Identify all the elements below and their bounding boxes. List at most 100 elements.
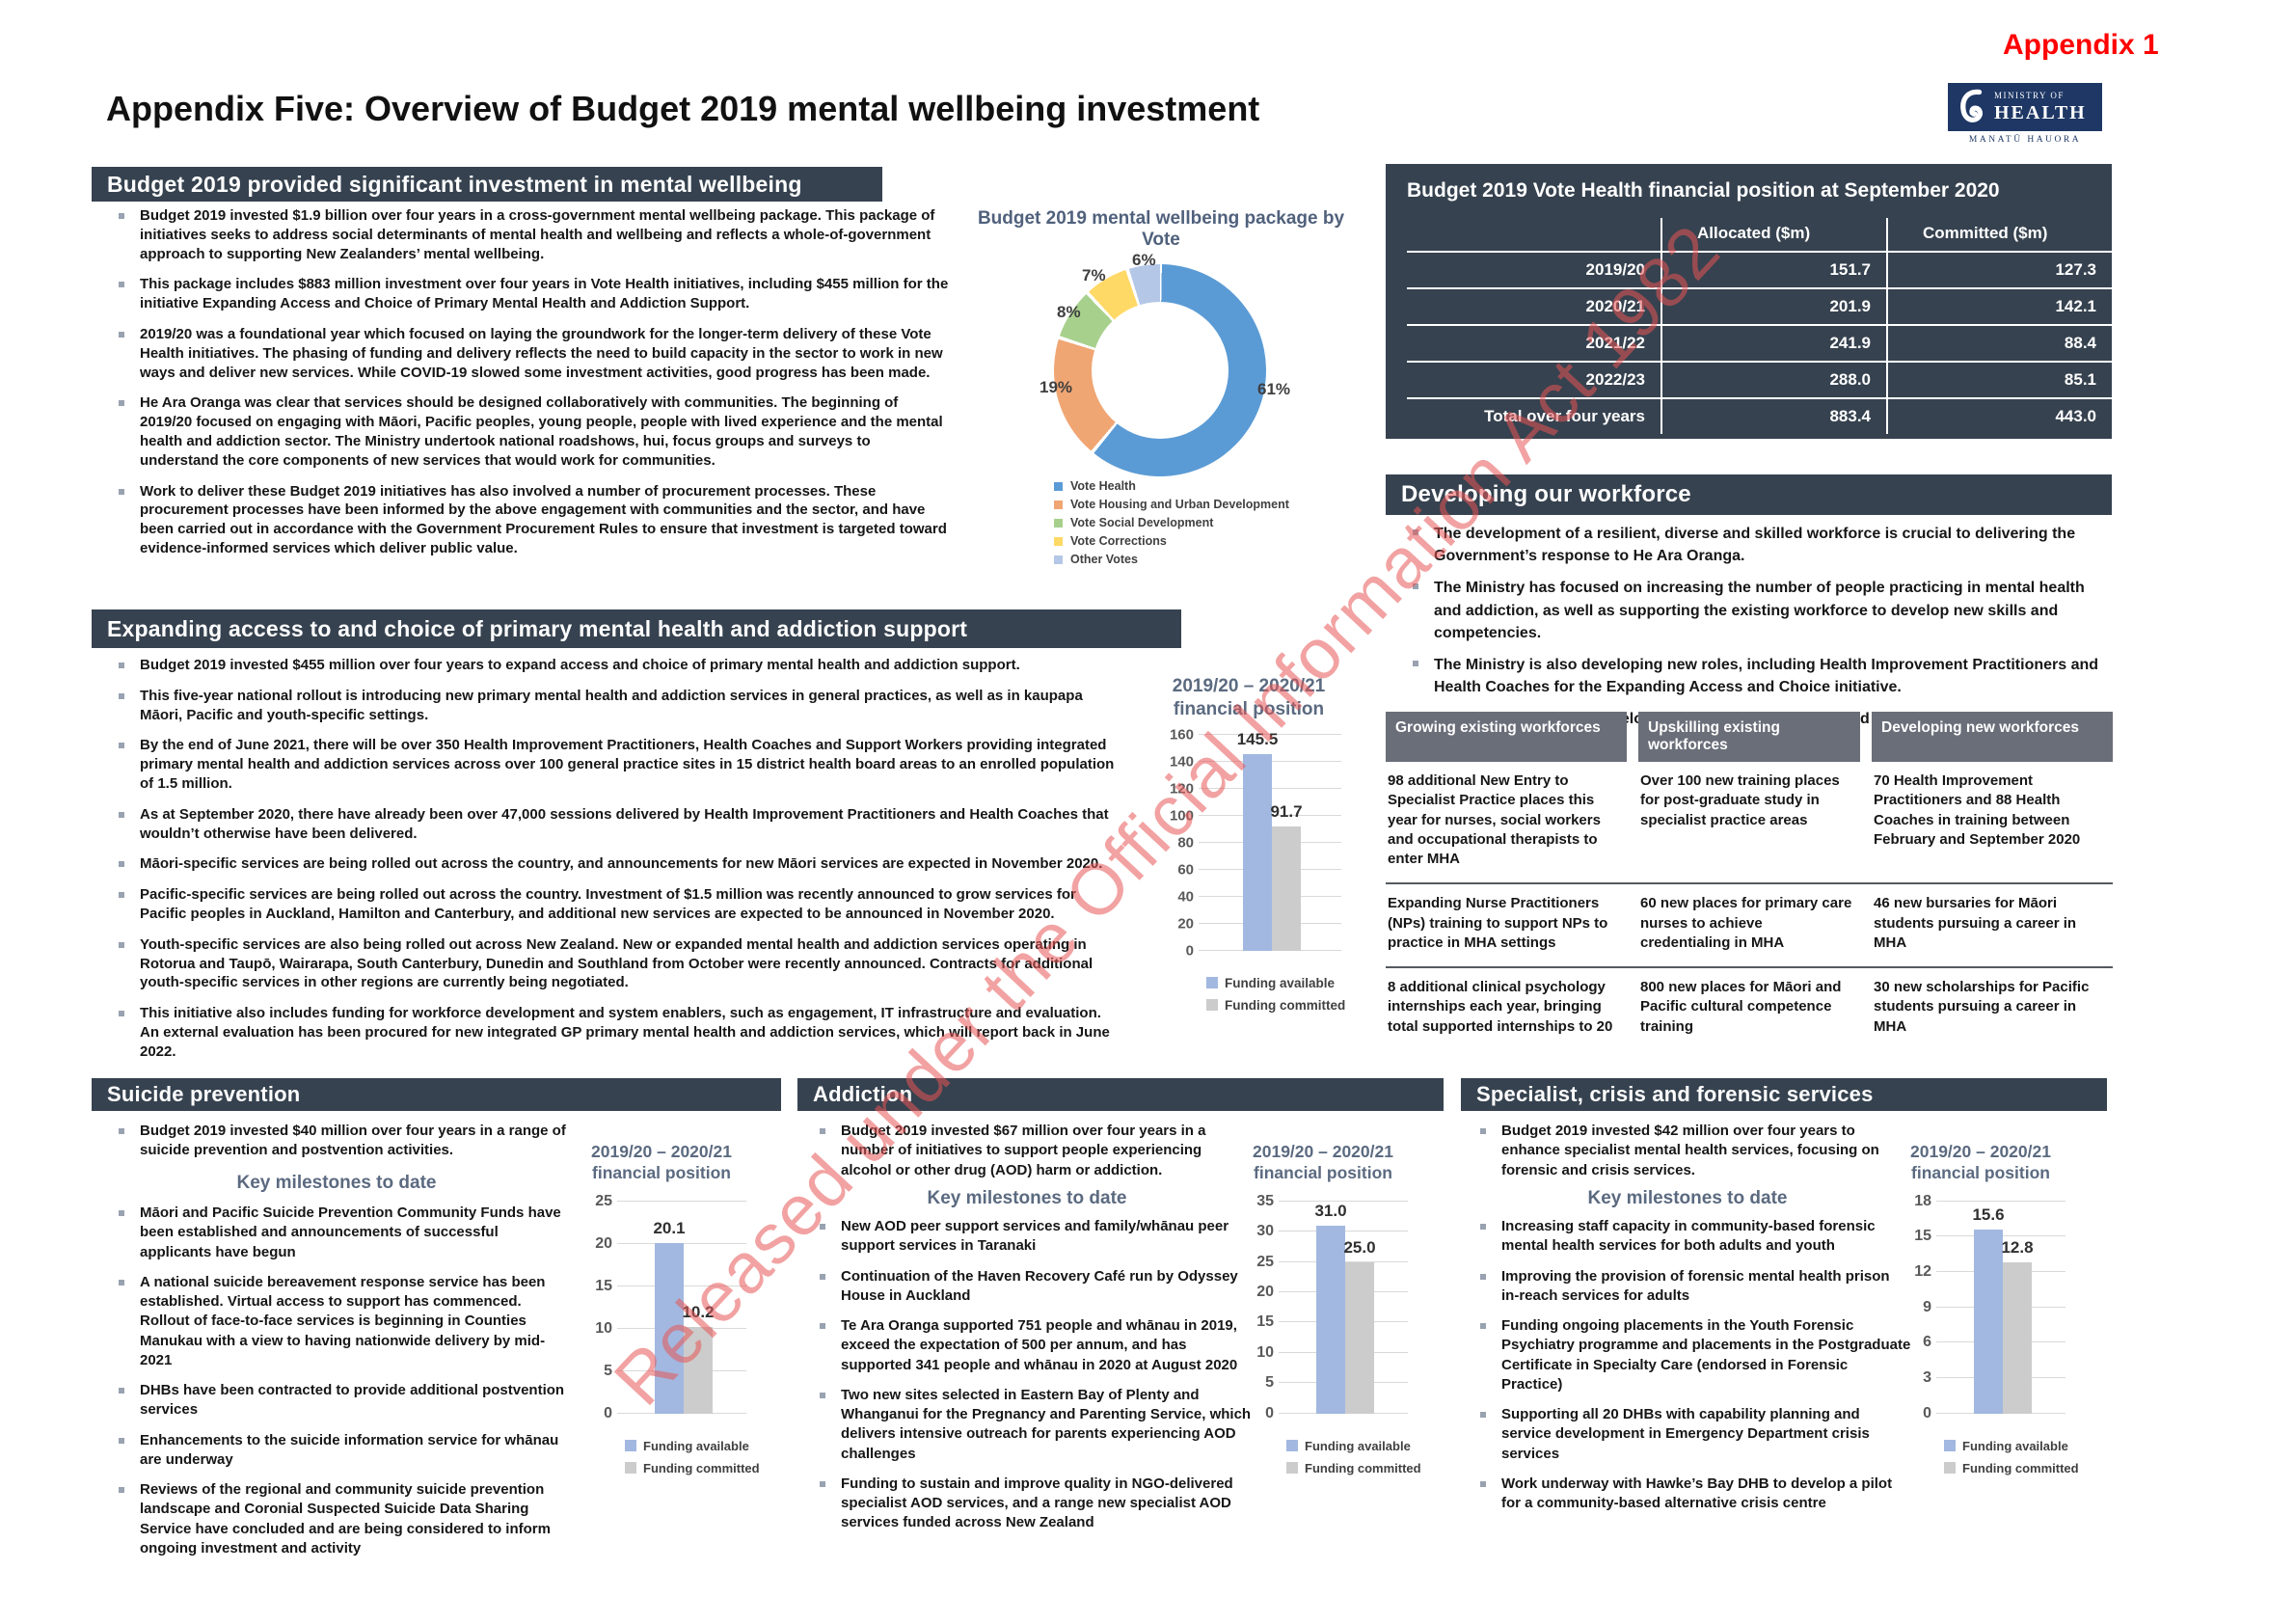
fin-row-label: Total over four years	[1407, 397, 1660, 434]
fin-position-table: Allocated ($m) Committed ($m) 2019/20 151.7…	[1407, 218, 2112, 434]
bullet-text: Increasing staff capacity in community-b…	[1501, 1218, 1876, 1255]
bullet-text: This initiative also includes funding fo…	[140, 1005, 1110, 1060]
bullet-text: Māori and Pacific Suicide Prevention Com…	[140, 1204, 561, 1260]
legend-swatch-icon	[1206, 999, 1218, 1011]
bullet-text: The Ministry is also developing new role…	[1434, 656, 2099, 696]
fin-row-label: 2019/20	[1407, 251, 1660, 287]
donut-chart-title: Budget 2019 mental wellbeing package by …	[977, 208, 1345, 250]
legend-swatch-icon	[1054, 518, 1063, 528]
fin-header-col: Committed ($m)	[1886, 218, 2112, 251]
bullet-item: Improving the provision of forensic ment…	[1475, 1267, 1911, 1307]
logo-box: MINISTRY OF HEALTH	[1948, 83, 2102, 131]
bullet-text: Two new sites selected in Eastern Bay of…	[841, 1386, 1252, 1462]
chart-title-line: 2019/20 – 2020/21	[1910, 1142, 2051, 1161]
legend-label: Vote Corrections	[1070, 534, 1167, 548]
bullet-square-icon	[1413, 660, 1418, 666]
legend-item: Funding available	[1944, 1438, 2068, 1453]
bullet-square-icon	[119, 1011, 124, 1017]
y-axis-tick-label: 25	[595, 1192, 612, 1209]
expanding-financial-chart: 2019/20 – 2020/21 financial position 0 20 40…	[1154, 675, 1346, 1020]
legend-swatch-icon	[1286, 1462, 1298, 1475]
appendix-label: Appendix 1	[2003, 29, 2159, 61]
chart-plot-area: 0 5 10 15 20 25 30 35 31.0 25.0	[1256, 1193, 1408, 1421]
fin-allocated-value: 288.0	[1660, 361, 1886, 397]
bar-value-label: 20.1	[653, 1218, 686, 1237]
fin-allocated-value: 201.9	[1660, 287, 1886, 324]
specialist-intro: Budget 2019 invested $42 million over fo…	[1475, 1122, 1907, 1191]
bullet-text: Budget 2019 invested $455 million over f…	[140, 657, 1020, 673]
bullet-square-icon	[119, 743, 124, 749]
fin-committed-value: 88.4	[1886, 324, 2112, 361]
bullet-text: Māori-specific services are being rolled…	[140, 855, 1103, 873]
bullet-item: New AOD peer support services and family…	[815, 1217, 1254, 1257]
section-header-suicide: Suicide prevention	[92, 1078, 781, 1111]
bullet-square-icon	[119, 941, 124, 948]
legend-item: Funding committed	[1944, 1461, 2079, 1475]
legend-swatch-icon	[1054, 536, 1063, 546]
bullet-square-icon	[119, 1388, 124, 1394]
fin-position-title: Budget 2019 Vote Health financial positi…	[1407, 179, 2000, 202]
workforce-cell: 46 new bursaries for Māori students purs…	[1872, 884, 2113, 966]
legend-item: Funding committed	[1206, 997, 1346, 1013]
bullet-item: Budget 2019 invested $40 million over fo…	[114, 1122, 567, 1161]
legend-label: Other Votes	[1070, 553, 1138, 566]
bullet-text: Te Ara Oranga supported 751 people and w…	[841, 1317, 1238, 1373]
section-header-expanding: Expanding access to and choice of primar…	[92, 609, 1181, 648]
fin-header-blank	[1407, 218, 1660, 251]
y-axis-tick-label: 20	[595, 1234, 612, 1252]
donut-legend: Vote Health Vote Housing and Urban Develo…	[1054, 479, 1289, 571]
chart-title: 2019/20 – 2020/21 financial position	[1894, 1142, 2067, 1184]
fin-table-row: 2022/23 288.0 85.1	[1407, 361, 2112, 397]
koru-icon	[1958, 86, 1986, 129]
bullet-text: Budget 2019 invested $40 million over fo…	[140, 1123, 566, 1159]
bullet-text: Pacific-specific services are being roll…	[140, 886, 1076, 922]
bullet-square-icon	[1480, 1273, 1486, 1280]
suicide-bullet-list: Māori and Pacific Suicide Prevention Com…	[114, 1204, 569, 1569]
expanding-bullet-list: Budget 2019 invested $455 million over f…	[114, 656, 1121, 1073]
donut-legend-item: Vote Health	[1054, 479, 1289, 493]
bullet-item: Te Ara Oranga supported 751 people and w…	[815, 1316, 1254, 1375]
workforce-column-header: Upskilling existing workforces	[1638, 712, 1860, 762]
bullet-item: This initiative also includes funding fo…	[114, 1004, 1121, 1061]
fin-committed-value: 142.1	[1886, 287, 2112, 324]
legend-item: Funding available	[1206, 976, 1343, 990]
y-axis-tick-label: 40	[1177, 888, 1194, 905]
bullet-item: Work to deliver these Budget 2019 initia…	[114, 482, 953, 558]
y-axis-tick-label: 0	[1265, 1404, 1274, 1421]
y-axis-tick-label: 25	[1256, 1253, 1274, 1270]
legend-label: Vote Housing and Urban Development	[1070, 498, 1289, 511]
bullet-square-icon	[1480, 1323, 1486, 1329]
chart-plot-area: 0 5 10 15 20 25 20.1 10.2	[595, 1193, 746, 1421]
fin-table-row: 2019/20 151.7 127.3	[1407, 251, 2112, 287]
legend-swatch-icon	[1944, 1440, 1956, 1452]
bullet-square-icon	[820, 1128, 825, 1134]
legend-label: Funding committed	[1225, 997, 1346, 1013]
bullet-text: As at September 2020, there have already…	[140, 805, 1109, 842]
legend-label: Funding available	[1962, 1438, 2068, 1453]
logo-line3: MANATŪ HAUORA	[1968, 135, 2082, 145]
bullet-text: Budget 2019 invested $67 million over fo…	[841, 1123, 1206, 1178]
bullet-item: This package includes $883 million inves…	[114, 275, 953, 313]
chart-legend: Funding available Funding committed	[1944, 1438, 2079, 1475]
bullet-text: Continuation of the Haven Recovery Café …	[841, 1267, 1238, 1304]
bullet-item: By the end of June 2021, there will be o…	[114, 736, 1121, 793]
legend-item: Funding committed	[1286, 1461, 1421, 1475]
bar-value-label: 25.0	[1343, 1237, 1376, 1257]
fin-allocated-value: 883.4	[1660, 397, 1886, 434]
fin-table-header-row: Allocated ($m) Committed ($m)	[1407, 218, 2112, 251]
y-axis-tick-label: 5	[1265, 1374, 1274, 1392]
bar-funding-committed	[1272, 826, 1301, 951]
donut-legend-item: Vote Corrections	[1054, 534, 1289, 548]
bullet-text: 2019/20 was a foundational year which fo…	[140, 325, 943, 381]
donut-slice-label: 61%	[1257, 380, 1291, 398]
workforce-column-header: Growing existing workforces	[1386, 712, 1627, 762]
bullet-text: Funding to sustain and improve quality i…	[841, 1475, 1233, 1531]
bullet-text: Budget 2019 invested $42 million over fo…	[1501, 1123, 1879, 1178]
bullet-text: DHBs have been contracted to provide add…	[140, 1382, 565, 1419]
bullet-item: Continuation of the Haven Recovery Café …	[815, 1267, 1254, 1307]
bar-value-label: 91.7	[1270, 802, 1303, 822]
specialist-bullet-list: Increasing staff capacity in community-b…	[1475, 1217, 1911, 1524]
fin-committed-value: 85.1	[1886, 361, 2112, 397]
gridline	[1936, 1200, 2066, 1202]
workforce-column-header: Developing new workforces	[1872, 712, 2113, 762]
